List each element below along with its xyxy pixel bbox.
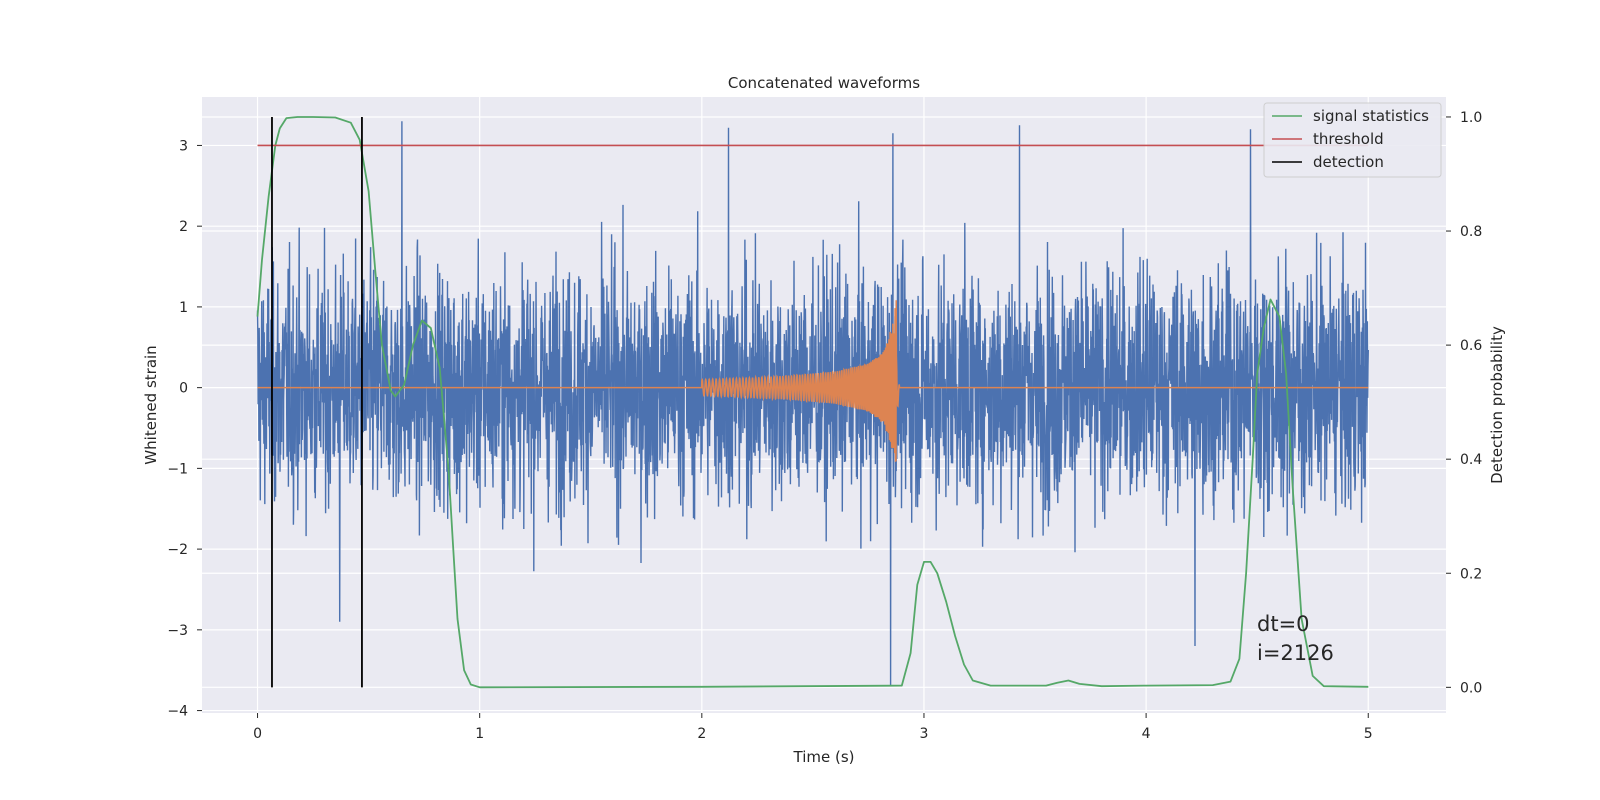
y-tick-label: −4 (167, 704, 188, 720)
series-template (257, 300, 1369, 462)
y2-axis-ticks: 0.0 0.2 0.4 0.6 0.8 1.0 (1446, 110, 1482, 696)
y-tick-label: −3 (167, 623, 188, 639)
y2-tick-label: 0.0 (1460, 680, 1482, 696)
y-axis-label: Whitened strain (142, 345, 160, 464)
y-tick-label: 3 (179, 138, 188, 154)
y2-tick-label: 0.6 (1460, 338, 1482, 354)
y2-tick-label: 1.0 (1460, 110, 1482, 126)
annotation-index: i=2126 (1257, 641, 1334, 665)
y2-axis-label: Detection probability (1488, 326, 1506, 484)
noise-line (256, 121, 1369, 687)
y2-tick-label: 0.2 (1460, 566, 1482, 582)
y-tick-label: 1 (179, 300, 188, 316)
chart-title: Concatenated waveforms (728, 74, 920, 92)
series-noise (256, 121, 1369, 687)
y-tick-label: −2 (167, 542, 188, 558)
x-tick-label: 2 (697, 726, 706, 742)
series-right-axis (256, 116, 1369, 689)
x-tick-label: 4 (1142, 726, 1151, 742)
x-axis-ticks: 0 1 2 3 4 5 (253, 713, 1373, 742)
annotation-dt: dt=0 (1257, 612, 1310, 636)
legend-box (1263, 102, 1442, 178)
legend-label-threshold: threshold (1313, 130, 1384, 148)
legend: signal statistics threshold detection (1263, 102, 1442, 178)
x-tick-label: 0 (253, 726, 262, 742)
x-tick-label: 5 (1364, 726, 1373, 742)
template-line (257, 300, 1369, 462)
y-axis-ticks: −4 −3 −2 −1 0 1 2 3 (167, 138, 202, 720)
x-tick-label: 3 (920, 726, 929, 742)
y2-tick-label: 0.8 (1460, 224, 1482, 240)
y-tick-label: 2 (179, 219, 188, 235)
legend-label-detection: detection (1313, 153, 1384, 171)
legend-label-signal-statistics: signal statistics (1313, 107, 1429, 125)
signal-statistics-line (256, 116, 1369, 689)
x-axis-label: Time (s) (793, 748, 855, 766)
y-tick-label: 0 (179, 381, 188, 397)
x-tick-label: 1 (475, 726, 484, 742)
y2-tick-label: 0.4 (1460, 452, 1482, 468)
y-tick-label: −1 (167, 461, 188, 477)
